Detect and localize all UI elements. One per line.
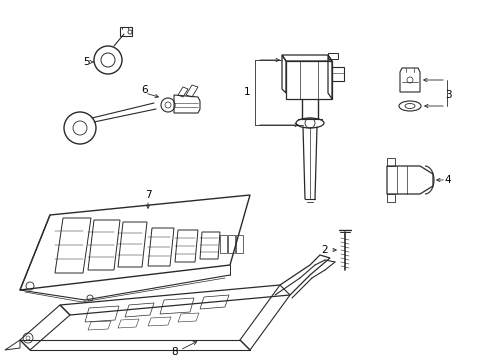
- Text: 7: 7: [145, 190, 151, 200]
- Bar: [228, 235, 235, 253]
- Text: 2: 2: [322, 245, 328, 255]
- Bar: [220, 235, 227, 253]
- Text: 3: 3: [445, 90, 451, 100]
- Text: 4: 4: [445, 175, 451, 185]
- Text: 1: 1: [244, 87, 250, 97]
- Bar: [236, 235, 243, 253]
- Text: 8: 8: [172, 347, 178, 357]
- Text: 6: 6: [142, 85, 148, 95]
- Text: 5: 5: [83, 57, 89, 67]
- Bar: [120, 27, 132, 36]
